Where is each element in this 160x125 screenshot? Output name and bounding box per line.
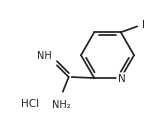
Text: N: N [118, 74, 126, 84]
Text: HCl: HCl [21, 99, 39, 109]
Text: NH: NH [37, 51, 52, 61]
Text: I: I [142, 20, 145, 30]
Text: NH₂: NH₂ [52, 100, 70, 110]
